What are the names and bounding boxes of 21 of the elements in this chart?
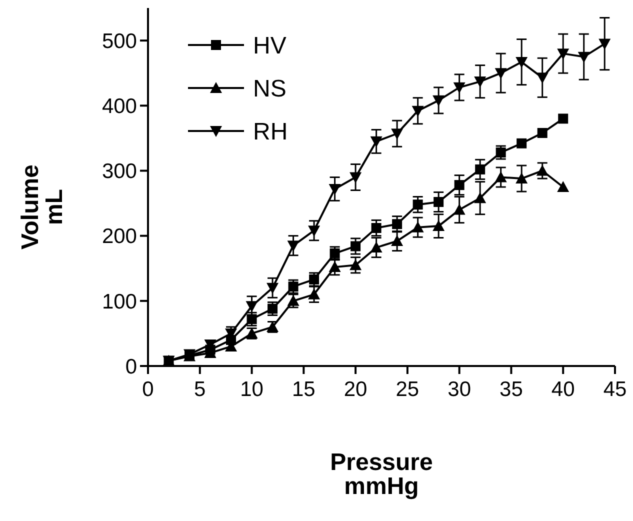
x-tick-label: 45 — [603, 378, 627, 401]
legend-label: RH — [253, 118, 288, 146]
x-axis-title: Pressure mmHg — [330, 449, 433, 500]
y-tick-label: 300 — [102, 160, 137, 184]
x-tick-label: 20 — [344, 378, 368, 401]
legend-label: HV — [253, 32, 286, 60]
y-tick-label: 400 — [102, 94, 137, 118]
y-tick-label: 0 — [125, 355, 137, 378]
x-tick-label: 35 — [500, 378, 523, 401]
legend-label: NS — [253, 76, 286, 103]
x-tick-label: 5 — [194, 378, 206, 401]
x-tick-label: 0 — [142, 378, 154, 401]
y-axis-title: Volume mL — [17, 164, 68, 250]
y-tick-label: 500 — [102, 30, 137, 53]
y-tick-label: 200 — [102, 225, 137, 248]
x-tick-label: 15 — [292, 378, 316, 401]
x-tick-label: 10 — [240, 378, 264, 401]
x-tick-label: 30 — [448, 378, 472, 401]
y-tick-label: 100 — [102, 290, 137, 314]
x-tick-label: 25 — [396, 378, 420, 401]
x-tick-label: 40 — [551, 378, 575, 401]
